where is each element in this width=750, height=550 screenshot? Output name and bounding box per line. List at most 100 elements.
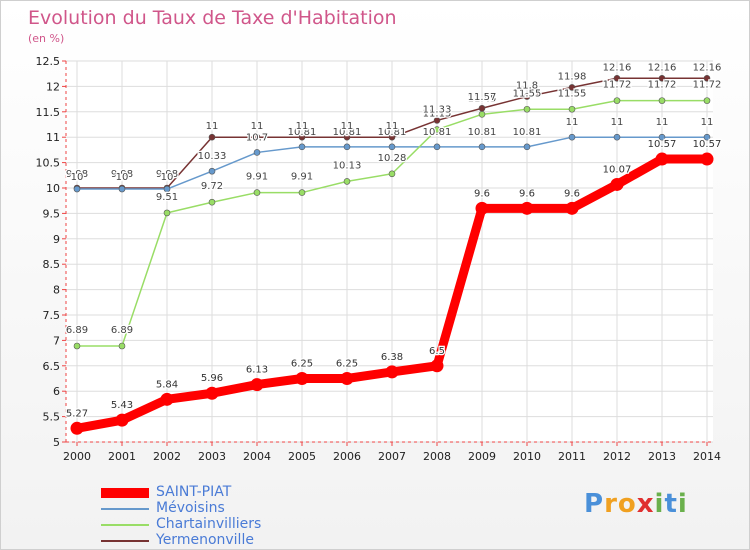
data-label: 11 — [701, 117, 714, 128]
y-tick-label: 7.5 — [43, 309, 61, 322]
data-point — [160, 392, 174, 406]
data-point — [565, 201, 579, 215]
data-label: 9.98 — [66, 169, 88, 180]
data-label: 10.13 — [333, 160, 362, 171]
y-tick-label: 6 — [53, 385, 60, 398]
data-label: 10.81 — [288, 127, 317, 138]
legend-swatch — [101, 540, 149, 542]
legend-label: Mévoisins — [156, 500, 225, 516]
y-tick-label: 6.5 — [43, 360, 61, 373]
data-label: 9.72 — [201, 181, 223, 192]
data-point — [433, 143, 441, 151]
data-point — [298, 133, 306, 141]
data-label: 11 — [386, 121, 399, 132]
data-point — [703, 74, 711, 82]
data-label: 11 — [341, 121, 354, 132]
data-point — [205, 386, 219, 400]
data-point — [610, 177, 624, 191]
data-label: 11.45 — [468, 93, 497, 104]
data-label: 10 — [161, 172, 174, 183]
data-point — [388, 170, 396, 178]
data-point — [658, 97, 666, 104]
x-tick-label: 2000 — [63, 450, 91, 463]
data-label: 11 — [656, 117, 669, 128]
data-label: 9.6 — [564, 188, 580, 199]
data-label: 11.72 — [693, 80, 722, 91]
data-label: 10.7 — [246, 132, 268, 143]
data-point — [433, 126, 441, 133]
data-label: 6.25 — [291, 359, 313, 370]
data-label: 5.96 — [201, 373, 223, 384]
data-label: 10.28 — [378, 153, 407, 164]
data-label: 9.98 — [111, 169, 133, 180]
data-point — [475, 201, 489, 215]
data-point — [208, 133, 216, 141]
data-point — [118, 342, 126, 350]
y-tick-label: 9 — [53, 233, 60, 246]
data-label: 6.38 — [381, 352, 403, 363]
data-point — [340, 372, 354, 385]
y-tick-label: 11.5 — [36, 106, 61, 119]
x-tick-label: 2006 — [333, 450, 361, 463]
data-label: 12.16 — [693, 62, 722, 73]
data-label: 11 — [611, 117, 624, 128]
data-point — [253, 149, 261, 156]
x-tick-label: 2010 — [513, 450, 541, 463]
data-label: 10.81 — [513, 127, 542, 138]
data-label: 10 — [116, 172, 129, 183]
plot-area — [66, 61, 713, 442]
data-point — [208, 167, 216, 175]
data-label: 12.16 — [603, 62, 632, 73]
legend-swatch — [101, 488, 149, 498]
data-label: 11.8 — [516, 81, 538, 92]
legend-label: Chartainvilliers — [156, 516, 262, 532]
legend-swatch — [101, 524, 149, 526]
data-point — [208, 198, 216, 206]
data-label: 11.72 — [648, 80, 677, 91]
data-point — [388, 133, 396, 141]
y-tick-label: 8 — [53, 284, 60, 297]
data-label: 9.6 — [474, 188, 490, 199]
y-tick-label: 10.5 — [36, 157, 61, 170]
data-point — [115, 413, 129, 427]
data-label: 9.98 — [156, 169, 178, 180]
data-label: 11.72 — [603, 80, 632, 91]
data-label: 11.55 — [558, 88, 587, 99]
legend-swatch — [101, 508, 149, 510]
data-label: 10.81 — [468, 127, 497, 138]
data-label: 10 — [71, 172, 84, 183]
data-point — [613, 97, 621, 104]
data-label: 10.81 — [378, 127, 407, 138]
data-label: 11.98 — [558, 71, 587, 82]
unit-label: (en %) — [28, 32, 65, 45]
data-point — [523, 143, 531, 151]
logo-letter: o — [617, 489, 637, 519]
x-tick-label: 2011 — [558, 450, 586, 463]
data-label: 6.5 — [429, 346, 445, 357]
data-label: 6.89 — [111, 325, 133, 336]
legend-label: SAINT-PIAT — [156, 484, 232, 500]
logo-letter: i — [677, 489, 688, 519]
data-point — [478, 111, 486, 118]
data-label: 5.43 — [111, 400, 133, 411]
data-point — [295, 372, 309, 385]
data-point — [568, 84, 576, 91]
x-tick-label: 2008 — [423, 450, 451, 463]
data-point — [343, 143, 351, 151]
data-point — [430, 359, 444, 373]
y-tick-label: 5.5 — [43, 411, 61, 424]
x-tick-label: 2014 — [693, 450, 721, 463]
data-point — [613, 133, 621, 141]
data-point — [343, 178, 351, 185]
data-label: 11 — [296, 121, 309, 132]
x-tick-label: 2001 — [108, 450, 136, 463]
data-point — [703, 97, 711, 104]
data-label: 9.91 — [291, 172, 313, 183]
data-label: 11.33 — [423, 104, 452, 115]
data-point — [658, 133, 666, 141]
chart-title: Evolution du Taux de Taxe d'Habitation — [28, 7, 397, 29]
data-label: 6.13 — [246, 365, 268, 376]
data-point — [73, 342, 81, 350]
data-label: 10.81 — [333, 127, 362, 138]
logo-letter: i — [654, 489, 665, 519]
